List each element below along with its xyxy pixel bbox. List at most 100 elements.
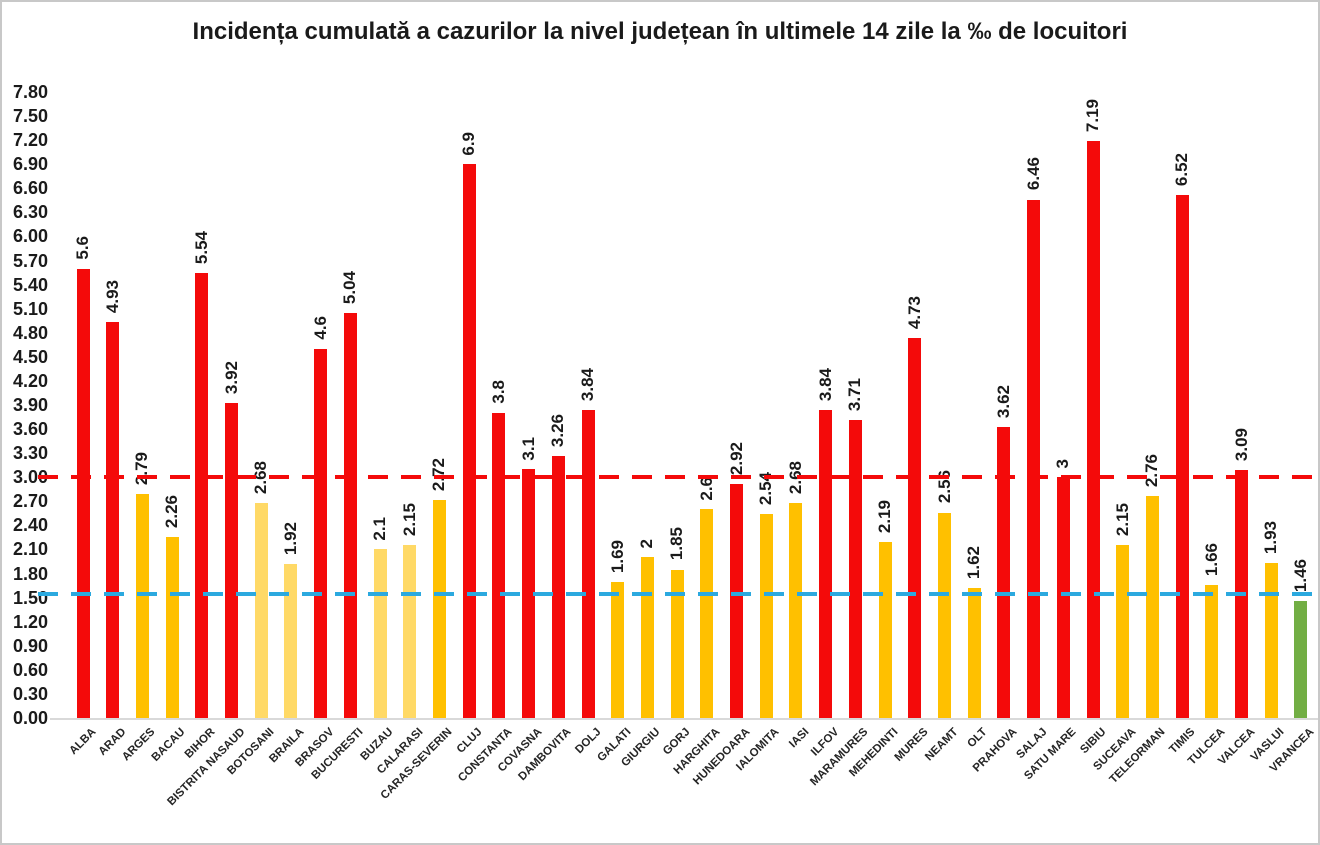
value-label-cluj: 6.9 <box>459 131 479 156</box>
value-label-olt: 1.62 <box>964 545 984 579</box>
value-label-prahova: 3.62 <box>993 385 1013 419</box>
bar-dolj <box>581 409 595 718</box>
refline-blue-threshold <box>38 591 1318 596</box>
ytick-1.80: 1.80 <box>12 563 48 584</box>
bar-gorj <box>670 569 684 718</box>
value-label-alba: 5.6 <box>73 235 92 260</box>
value-label-ilfov: 3.84 <box>815 367 835 401</box>
xlabel-iasi: IASI <box>787 726 812 751</box>
value-label-mehedinti: 2.19 <box>875 500 895 534</box>
value-label-bucuresti: 5.04 <box>340 271 360 305</box>
bar-satu-mare <box>1056 477 1070 718</box>
value-label-valcea: 3.09 <box>1231 427 1251 461</box>
bar-ialomita <box>759 514 773 718</box>
ytick-6.90: 6.90 <box>12 154 48 175</box>
value-label-buzau: 2.1 <box>370 516 390 541</box>
bar-galati <box>611 582 625 718</box>
value-label-salaj: 6.46 <box>1023 157 1043 191</box>
ytick-7.20: 7.20 <box>12 130 48 151</box>
ytick-4.50: 4.50 <box>12 346 48 367</box>
bar-constanta <box>492 413 506 718</box>
chart-title: Incidența cumulată a cazurilor la nivel … <box>192 18 1128 45</box>
bar-mehedinti <box>878 542 892 718</box>
ytick-7.80: 7.80 <box>12 81 48 102</box>
bar-teleorman <box>1145 496 1159 718</box>
ytick-1.20: 1.20 <box>12 611 48 632</box>
ytick-5.40: 5.40 <box>12 274 48 295</box>
xlabel-dambovita: DAMBOVITA <box>516 726 574 784</box>
bar-maramures <box>848 420 862 718</box>
ytick-1.50: 1.50 <box>12 587 48 608</box>
ytick-3.30: 3.30 <box>12 443 48 464</box>
ytick-0.30: 0.30 <box>12 683 48 704</box>
value-label-maramures: 3.71 <box>845 378 865 412</box>
value-label-arad: 4.93 <box>102 280 122 314</box>
bar-harghita <box>700 509 714 718</box>
ytick-4.20: 4.20 <box>12 370 48 391</box>
bar-botosani <box>254 502 268 718</box>
bar-giurgiu <box>640 557 654 718</box>
xlabel-olt: OLT <box>965 726 990 751</box>
ytick-3.00: 3.00 <box>12 467 48 488</box>
bar-timis <box>1175 194 1189 718</box>
ytick-6.30: 6.30 <box>12 202 48 223</box>
bar-dambovita <box>551 456 565 718</box>
value-label-teleorman: 2.76 <box>1142 454 1162 488</box>
bar-calarasi <box>403 545 417 718</box>
xlabel-alba: ALBA <box>67 726 99 758</box>
value-label-constanta: 3.8 <box>488 380 508 405</box>
value-label-giurgiu: 2 <box>637 539 657 549</box>
ytick-6.60: 6.60 <box>12 178 48 199</box>
bar-caras-severin <box>432 499 446 718</box>
x-axis-line <box>50 718 1318 720</box>
value-label-mures: 4.73 <box>904 296 924 330</box>
ytick-0.90: 0.90 <box>12 635 48 656</box>
bar-neamt <box>938 512 951 718</box>
ytick-5.70: 5.70 <box>12 250 48 271</box>
bar-mures <box>908 338 922 718</box>
bar-brasov <box>314 348 328 718</box>
value-label-satu-mare: 3 <box>1053 458 1073 469</box>
ytick-3.60: 3.60 <box>12 419 48 440</box>
ytick-7.50: 7.50 <box>12 106 48 127</box>
bar-bihor <box>195 273 209 718</box>
bar-arad <box>106 322 120 718</box>
bar-cluj <box>462 164 476 718</box>
value-label-braila: 1.92 <box>280 521 300 555</box>
bar-bucuresti <box>343 313 357 718</box>
value-label-calarasi: 2.15 <box>399 503 419 537</box>
value-label-vaslui: 1.93 <box>1261 521 1281 555</box>
bar-suceava <box>1116 545 1130 718</box>
ytick-2.70: 2.70 <box>12 491 48 512</box>
ytick-3.90: 3.90 <box>12 394 48 415</box>
value-label-vrancea: 1.46 <box>1290 558 1310 592</box>
value-label-gorj: 1.85 <box>667 527 687 561</box>
value-label-dolj: 3.84 <box>578 367 598 401</box>
bar-ilfov <box>819 409 833 718</box>
ytick-0.60: 0.60 <box>12 659 48 680</box>
value-label-caras-severin: 2.72 <box>429 457 449 491</box>
value-label-bihor: 5.54 <box>191 231 211 265</box>
value-label-arges: 2.79 <box>132 451 152 486</box>
bar-alba <box>76 268 90 718</box>
bar-vaslui <box>1264 563 1278 718</box>
value-label-suceava: 2.15 <box>1112 503 1132 537</box>
ytick-2.10: 2.10 <box>12 539 48 560</box>
bar-bacau <box>165 536 179 718</box>
bar-arges <box>135 494 149 718</box>
bar-tulcea <box>1205 584 1219 718</box>
value-label-covasna: 3.1 <box>518 436 538 461</box>
bar-salaj <box>1027 199 1041 718</box>
value-label-dambovita: 3.26 <box>548 414 568 448</box>
ytick-2.40: 2.40 <box>12 515 48 536</box>
value-label-hunedoara: 2.92 <box>726 441 746 475</box>
value-label-brasov: 4.6 <box>310 316 330 340</box>
value-label-bacau: 2.26 <box>162 494 182 528</box>
bar-prahova <box>997 427 1011 718</box>
bar-hunedoara <box>730 483 744 718</box>
bar-braila <box>284 563 298 718</box>
bar-sibiu <box>1086 140 1100 718</box>
ytick-6.00: 6.00 <box>12 226 48 247</box>
bar-buzau <box>373 549 387 718</box>
